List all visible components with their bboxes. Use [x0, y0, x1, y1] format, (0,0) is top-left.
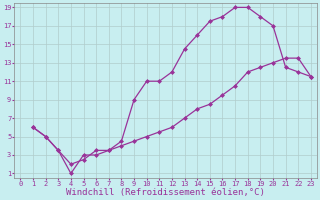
X-axis label: Windchill (Refroidissement éolien,°C): Windchill (Refroidissement éolien,°C) — [66, 188, 265, 197]
